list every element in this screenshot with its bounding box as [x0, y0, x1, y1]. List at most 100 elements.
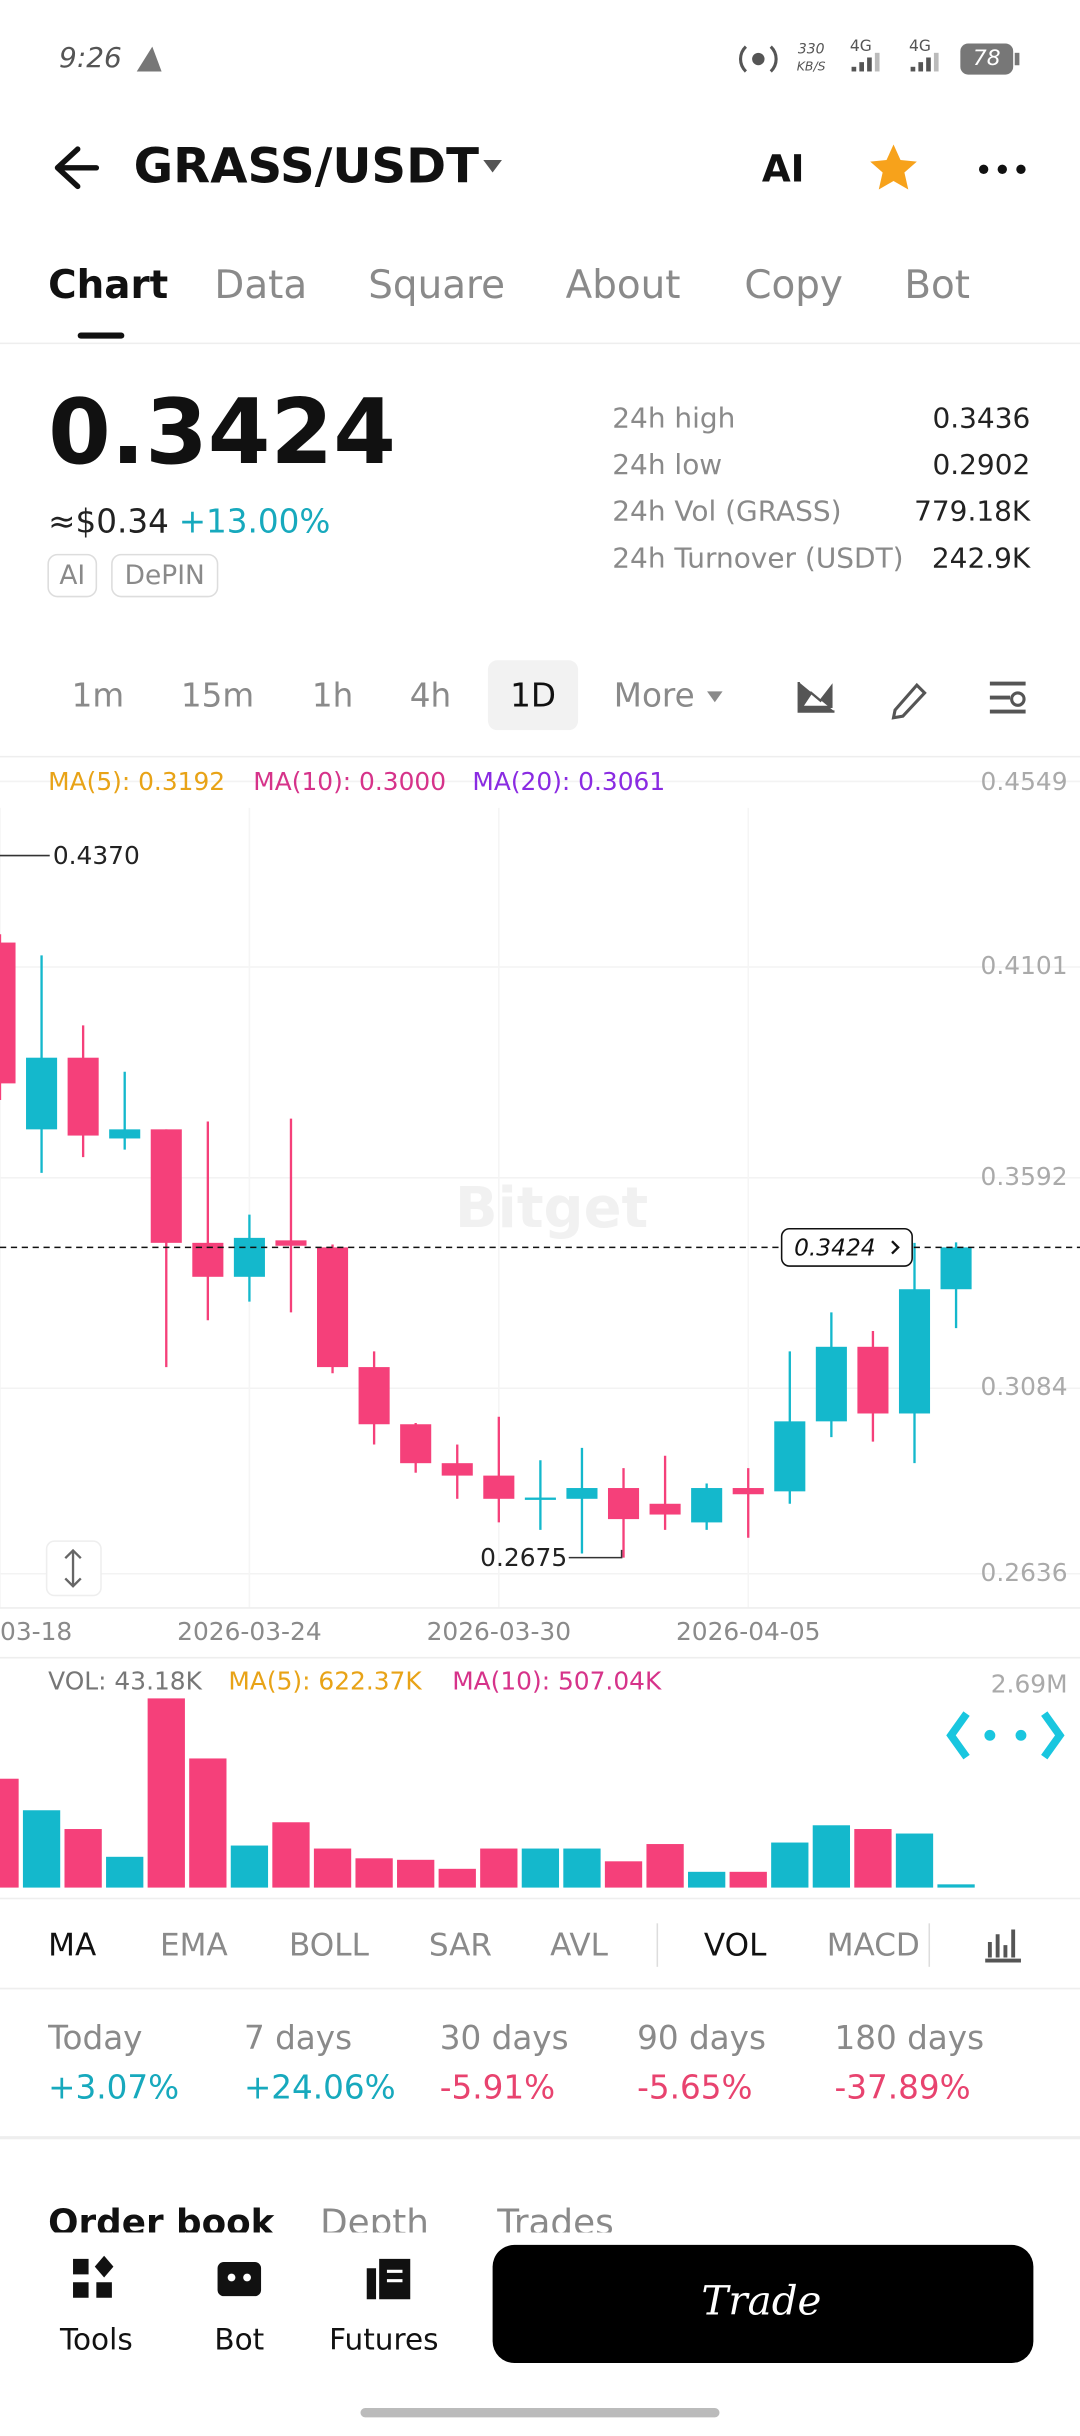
indicator-settings-icon[interactable]	[985, 1929, 1021, 1963]
vol-bar	[854, 1829, 892, 1888]
signal-bar	[910, 66, 916, 72]
tools-icon-diamond	[94, 2255, 114, 2278]
interval[interactable]: 4h	[410, 677, 451, 715]
candle-body	[150, 1129, 182, 1243]
bot-icon[interactable]	[217, 2262, 262, 2297]
performance-value: -5.65%	[637, 2069, 752, 2107]
tab[interactable]: Bot	[904, 263, 970, 308]
vol-bar	[397, 1859, 435, 1888]
tab[interactable]: Data	[214, 263, 307, 308]
ai-bot-icon[interactable]	[946, 1711, 1065, 1760]
chart-style-icon[interactable]	[797, 682, 835, 713]
nav-label[interactable]: Tools	[59, 2323, 133, 2357]
resize-icon	[64, 1548, 82, 1588]
tag: DePIN	[125, 560, 205, 591]
net-speed: 330	[798, 42, 825, 58]
more-dot	[997, 164, 1007, 174]
performance-label: Today	[47, 2019, 142, 2057]
interval[interactable]: 1D	[510, 677, 556, 715]
tools-icon[interactable]	[73, 2258, 112, 2298]
indicator-tab[interactable]: MA	[48, 1928, 96, 1964]
interval[interactable]: 1h	[312, 677, 353, 715]
status-icon	[136, 46, 162, 72]
nav-label[interactable]: Futures	[329, 2323, 438, 2357]
network-type: 4G	[850, 37, 872, 55]
vol-bar	[937, 1884, 975, 1888]
tab[interactable]: About	[566, 263, 681, 308]
ai-button[interactable]: AI	[762, 146, 805, 190]
indicator-tab[interactable]: SAR	[429, 1928, 492, 1964]
trade-button[interactable]	[492, 2244, 1034, 2363]
candle-body	[691, 1488, 723, 1523]
favorite-star[interactable]	[870, 144, 917, 190]
interval-active-bg	[487, 660, 579, 731]
y-tick-label: 0.2636	[981, 1558, 1068, 1587]
indicator-tab[interactable]: VOL	[704, 1928, 767, 1964]
vol-bar	[646, 1844, 684, 1888]
tab[interactable]: Square	[368, 263, 505, 308]
vol-legend: VOL: 43.18K	[48, 1667, 202, 1696]
y-tick-label: 0.3084	[981, 1372, 1068, 1401]
ma-legend: MA(20): 0.3061	[472, 767, 665, 796]
home-indicator	[360, 2408, 720, 2418]
performance-value: +24.06%	[244, 2069, 396, 2107]
indicator-tab[interactable]: BOLL	[289, 1928, 370, 1964]
vol-bar	[189, 1758, 227, 1888]
candle-body	[774, 1421, 806, 1492]
indicator-tab[interactable]: AVL	[550, 1928, 609, 1964]
candle-body	[566, 1488, 598, 1499]
candle-body	[441, 1463, 473, 1476]
bot-eye	[227, 2273, 236, 2282]
performance-value: -37.89%	[834, 2069, 970, 2107]
interval[interactable]: More	[614, 677, 695, 715]
nav-label[interactable]: Bot	[214, 2323, 264, 2357]
vol-bar	[895, 1833, 934, 1888]
pair-dropdown	[483, 160, 502, 173]
candle-body	[898, 1289, 931, 1414]
stat-label: 24h Vol (GRASS)	[612, 495, 841, 528]
pair-title[interactable]: GRASS/USDT	[134, 138, 479, 194]
candle-body	[0, 942, 16, 1084]
vol-bar	[64, 1829, 102, 1888]
vol-legend: MA(10): 507.04K	[452, 1667, 662, 1696]
back-button[interactable]	[54, 146, 100, 190]
signal-bar	[859, 62, 864, 72]
status-time: 9:26	[59, 41, 122, 74]
more-dot	[978, 164, 989, 174]
vol-bar	[604, 1861, 643, 1888]
vol-bar	[0, 1778, 19, 1888]
vol-bar	[480, 1848, 518, 1888]
last-price-arrow	[891, 1240, 900, 1255]
vol-bar	[812, 1825, 851, 1888]
x-tick-label: 2026-04-05	[676, 1617, 821, 1646]
trade-label[interactable]: Trade	[701, 2277, 821, 2324]
stat-label: 24h low	[612, 448, 722, 481]
hotspot-icon	[752, 52, 765, 66]
interval[interactable]: 1m	[72, 677, 125, 715]
watermark: Bitget	[455, 1176, 648, 1241]
battery-tip	[1014, 52, 1020, 66]
indicator-tab[interactable]: MACD	[827, 1928, 920, 1964]
signal-bar	[926, 57, 931, 72]
ai-bot-eye	[1015, 1729, 1027, 1741]
tab[interactable]: Chart	[48, 263, 168, 308]
settings-icon[interactable]	[989, 681, 1026, 714]
tab[interactable]: Copy	[744, 263, 843, 308]
performance-label: 180 days	[834, 2019, 984, 2057]
candle-body	[26, 1057, 58, 1130]
more-dropdown	[707, 691, 723, 703]
ai-bot-eye	[984, 1729, 996, 1741]
last-price-box[interactable]	[780, 1227, 913, 1267]
interval[interactable]: 15m	[181, 677, 254, 715]
draw-tool-icon[interactable]	[891, 682, 927, 720]
vol-bar	[563, 1848, 601, 1888]
vol-tick-label: 2.69M	[991, 1670, 1068, 1699]
stat-value: 779.18K	[914, 495, 1031, 528]
candle-body	[940, 1247, 972, 1290]
vol-bar	[355, 1858, 393, 1888]
indicator-tab[interactable]: EMA	[160, 1928, 228, 1964]
vol-bar	[147, 1698, 185, 1888]
candle-body	[732, 1488, 764, 1495]
